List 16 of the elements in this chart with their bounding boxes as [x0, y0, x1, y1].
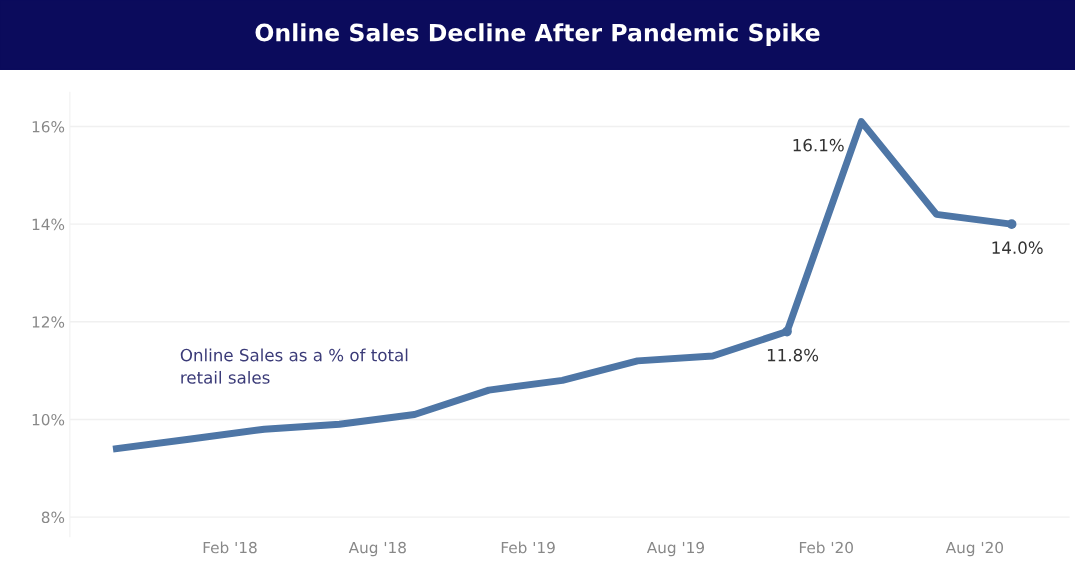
data-label: 16.1%: [793, 138, 844, 152]
y-tick-label: 12%: [32, 316, 65, 328]
x-tick-label: Feb '19: [501, 541, 555, 554]
data-label: 11.8%: [767, 348, 819, 362]
x-tick-label: Aug '20: [945, 541, 1004, 557]
y-tick-label: 16%: [32, 120, 65, 133]
x-tick-label: Aug '19: [646, 541, 705, 557]
data-label: 14.0%: [992, 241, 1043, 254]
chart-title: Online Sales Decline After Pandemic Spike: [255, 23, 820, 47]
y-tick-label: 14%: [32, 218, 65, 231]
x-tick-label: Aug '18: [348, 541, 406, 557]
y-tick-label: 10%: [32, 413, 65, 426]
annotation: Online Sales as a % of total retail sales: [180, 348, 408, 384]
x-tick-label: Feb '18: [203, 541, 257, 554]
x-tick-label: Feb '20: [799, 541, 853, 554]
y-tick-label: 8%: [41, 511, 65, 524]
